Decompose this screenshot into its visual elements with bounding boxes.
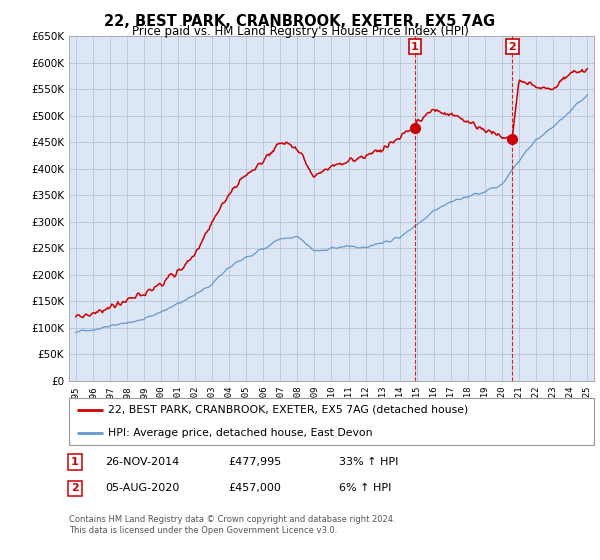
Text: 33% ↑ HPI: 33% ↑ HPI [339, 457, 398, 467]
Text: 22, BEST PARK, CRANBROOK, EXETER, EX5 7AG (detached house): 22, BEST PARK, CRANBROOK, EXETER, EX5 7A… [109, 405, 469, 415]
Text: 2: 2 [71, 483, 79, 493]
Text: This data is licensed under the Open Government Licence v3.0.: This data is licensed under the Open Gov… [69, 526, 337, 535]
Text: 22, BEST PARK, CRANBROOK, EXETER, EX5 7AG: 22, BEST PARK, CRANBROOK, EXETER, EX5 7A… [104, 14, 496, 29]
Text: 26-NOV-2014: 26-NOV-2014 [105, 457, 179, 467]
Text: 1: 1 [411, 41, 419, 52]
Text: 1: 1 [71, 457, 79, 467]
Text: HPI: Average price, detached house, East Devon: HPI: Average price, detached house, East… [109, 428, 373, 438]
Text: £477,995: £477,995 [228, 457, 281, 467]
Text: £457,000: £457,000 [228, 483, 281, 493]
Text: 6% ↑ HPI: 6% ↑ HPI [339, 483, 391, 493]
Text: 05-AUG-2020: 05-AUG-2020 [105, 483, 179, 493]
Text: 2: 2 [508, 41, 516, 52]
Text: Contains HM Land Registry data © Crown copyright and database right 2024.: Contains HM Land Registry data © Crown c… [69, 515, 395, 524]
Text: Price paid vs. HM Land Registry's House Price Index (HPI): Price paid vs. HM Land Registry's House … [131, 25, 469, 38]
